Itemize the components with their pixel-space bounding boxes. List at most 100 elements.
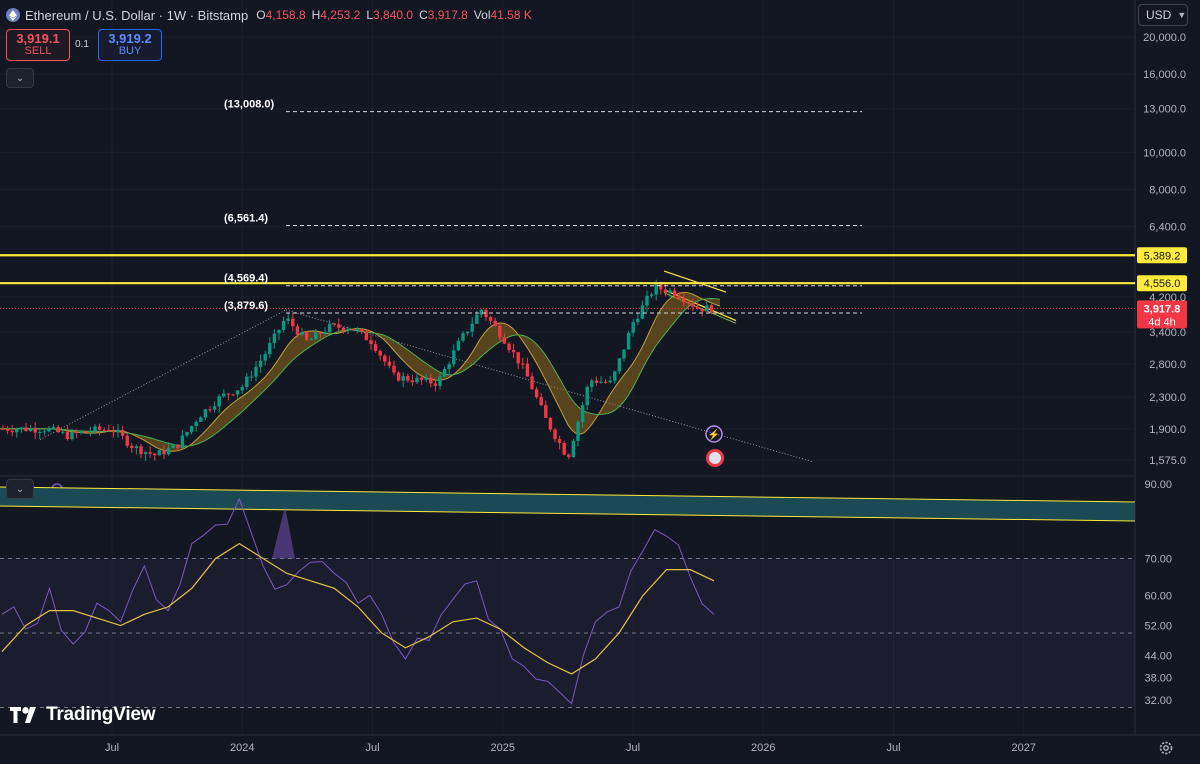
rsi-tick-label: 90.00 xyxy=(1144,479,1172,491)
candle-body xyxy=(585,386,589,406)
candle-body xyxy=(594,380,599,383)
candle-body xyxy=(153,453,157,456)
candle-body xyxy=(10,430,14,433)
candle-body xyxy=(544,405,548,418)
candle-body xyxy=(663,289,668,293)
candle-body xyxy=(677,295,681,299)
candle-body xyxy=(475,314,479,324)
candle-body xyxy=(171,444,175,448)
collapse-legend-button[interactable]: ⌄ xyxy=(6,68,34,88)
currency-select[interactable]: USD ▼ xyxy=(1138,4,1188,26)
candle-body xyxy=(396,372,401,381)
candle-body xyxy=(364,331,369,341)
candle-body xyxy=(300,331,304,335)
candle-body xyxy=(553,429,557,440)
candle-body xyxy=(447,364,451,369)
candle-body xyxy=(507,343,511,350)
sell-price: 3,919.1 xyxy=(16,31,60,46)
candle-body xyxy=(93,426,97,432)
candle-body xyxy=(576,421,580,441)
target-label: (13,008.0) xyxy=(224,99,274,111)
rsi-tick-label: 38.00 xyxy=(1144,673,1172,685)
time-tick-label: 2025 xyxy=(491,742,515,754)
collapse-indicator-button[interactable]: ⌄ xyxy=(6,479,34,499)
candle-body xyxy=(415,377,419,383)
candle-body xyxy=(194,421,198,426)
candle-body xyxy=(530,376,534,390)
candle-body xyxy=(61,431,65,433)
gear-icon[interactable] xyxy=(1158,740,1174,756)
time-tick-label: Jul xyxy=(365,742,379,754)
candle-body xyxy=(291,318,295,327)
candle-body xyxy=(318,332,323,334)
candle-body xyxy=(130,445,134,449)
candle-body xyxy=(419,377,424,380)
candle-body xyxy=(176,444,180,448)
candle-body xyxy=(189,425,194,433)
candle-body xyxy=(309,339,313,341)
currency-value: USD xyxy=(1146,8,1172,22)
candle-body xyxy=(369,340,373,345)
candle-body xyxy=(488,317,493,321)
high-value: 4,253.2 xyxy=(320,8,361,22)
rsi-tick-label: 32.00 xyxy=(1144,695,1172,707)
candle-body xyxy=(350,329,355,331)
candle-body xyxy=(148,452,152,454)
candle-body xyxy=(185,432,189,436)
chevron-down-icon: ⌄ xyxy=(15,483,25,495)
candle-body xyxy=(281,320,286,330)
sell-button[interactable]: 3,919.1 SELL xyxy=(6,29,70,61)
candle-body xyxy=(258,360,263,367)
candle-body xyxy=(548,417,553,430)
rsi-overbought-fill xyxy=(272,506,295,559)
candle-body xyxy=(51,427,56,429)
symbol-title[interactable]: Ethereum / U.S. Dollar · 1W · Bitstamp xyxy=(25,7,249,23)
candle-body xyxy=(525,363,530,377)
chevron-down-icon: ▼ xyxy=(1177,10,1187,20)
candle-body xyxy=(286,318,290,321)
candle-body xyxy=(461,333,465,341)
candle-body xyxy=(599,381,603,383)
candle-body xyxy=(695,306,700,309)
candle-body xyxy=(622,349,626,359)
candle-body xyxy=(134,446,139,449)
candle-body xyxy=(231,394,235,396)
candle-body xyxy=(387,361,392,366)
rsi-tick-label: 60.00 xyxy=(1144,591,1172,603)
candle-body xyxy=(15,429,19,433)
level-price-label: 5,389.2 xyxy=(1144,250,1181,262)
candle-body xyxy=(304,331,309,340)
time-tick-label: 2024 xyxy=(230,742,254,754)
candle-body xyxy=(511,349,516,353)
candle-body xyxy=(240,386,244,391)
candle-body xyxy=(272,333,277,344)
candle-body xyxy=(180,435,185,448)
candle-body xyxy=(567,454,571,458)
candle-body xyxy=(401,376,405,381)
last-price-label: 3,917.8 xyxy=(1144,303,1181,315)
time-tick-label: 2026 xyxy=(751,742,775,754)
lightning-icon xyxy=(705,425,723,443)
rsi-tick-label: 70.00 xyxy=(1144,553,1172,565)
ma-fast-line xyxy=(0,291,721,452)
candle-body xyxy=(332,323,336,325)
candle-body xyxy=(249,376,254,378)
candle-body xyxy=(452,350,456,365)
buy-button[interactable]: 3,919.2 BUY xyxy=(98,29,162,61)
candle-body xyxy=(493,320,497,326)
candle-body xyxy=(38,431,42,433)
volume-label: Vol xyxy=(473,8,491,22)
candle-body xyxy=(337,324,341,328)
level-price-tag xyxy=(1137,275,1187,292)
candle-body xyxy=(383,355,387,362)
candle-body xyxy=(645,295,649,306)
target-label: (4,569.4) xyxy=(224,273,268,285)
candle-body xyxy=(212,406,217,410)
candle-body xyxy=(74,431,79,434)
candle-body xyxy=(42,431,47,433)
candle-body xyxy=(705,305,709,312)
candle-body xyxy=(668,290,672,293)
high-label: H xyxy=(311,8,321,22)
candle-body xyxy=(102,429,106,431)
